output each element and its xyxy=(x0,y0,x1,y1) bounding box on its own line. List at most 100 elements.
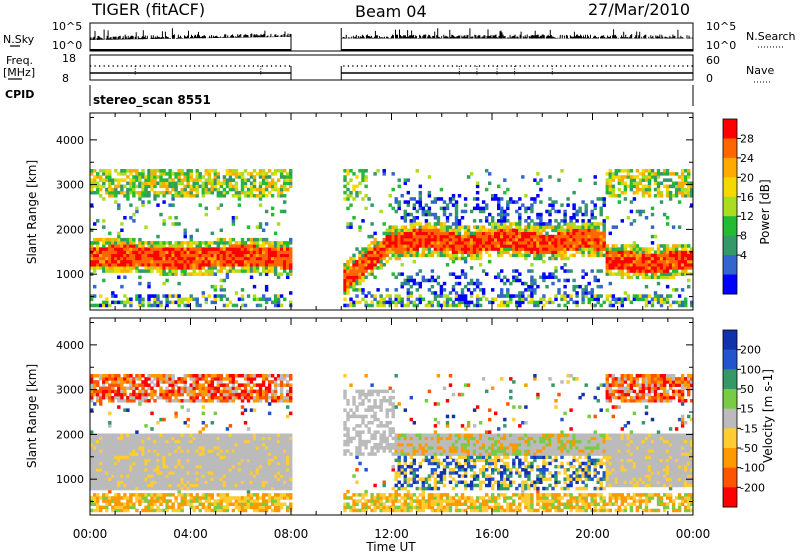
heatmap-cell xyxy=(273,256,278,261)
heatmap-cell xyxy=(560,244,564,248)
heatmap-cell xyxy=(533,291,537,295)
heatmap-cell xyxy=(270,194,275,198)
heatmap-cell xyxy=(575,237,579,242)
heatmap-cell xyxy=(569,228,573,233)
heatmap-cell xyxy=(385,259,389,264)
heatmap-cell xyxy=(626,297,631,302)
heatmap-cell xyxy=(198,461,202,466)
heatmap-cell xyxy=(108,464,112,469)
heatmap-cell xyxy=(394,256,398,261)
heatmap-cell xyxy=(472,197,477,201)
heatmap-cell xyxy=(156,395,160,400)
heatmap-cell xyxy=(475,184,480,189)
heatmap-cell xyxy=(90,483,94,488)
heatmap-cell xyxy=(201,477,206,481)
heatmap-cell xyxy=(225,250,230,255)
heatmap-cell xyxy=(219,250,224,255)
heatmap-cell xyxy=(93,499,97,503)
heatmap-cell xyxy=(608,187,613,192)
heatmap-cell xyxy=(361,197,365,201)
heatmap-cell xyxy=(391,206,395,211)
heatmap-cell xyxy=(219,477,224,481)
heatmap-cell xyxy=(150,184,154,189)
heatmap-cell xyxy=(503,294,507,298)
heatmap-cell xyxy=(376,256,380,261)
heatmap-cell xyxy=(210,383,215,387)
heatmap-cell xyxy=(99,256,103,261)
heatmap-cell xyxy=(93,446,97,450)
heatmap-cell xyxy=(177,194,181,198)
heatmap-cell xyxy=(463,247,468,251)
heatmap-cell xyxy=(174,464,178,469)
heatmap-cell xyxy=(96,505,100,510)
heatmap-cell xyxy=(246,187,251,192)
heatmap-cell xyxy=(560,294,564,298)
heatmap-cell xyxy=(93,253,97,258)
heatmap-cell xyxy=(171,259,175,264)
heatmap-cell xyxy=(415,228,420,233)
heatmap-cell xyxy=(418,253,423,258)
heatmap-cell xyxy=(198,436,202,441)
heatmap-cell xyxy=(192,297,196,302)
heatmap-cell xyxy=(102,439,106,444)
heatmap-cell xyxy=(126,468,130,472)
heatmap-cell xyxy=(361,175,365,179)
heatmap-cell xyxy=(123,483,127,488)
heatmap-cell xyxy=(243,256,248,261)
heatmap-cell xyxy=(687,284,691,289)
heatmap-cell xyxy=(168,499,172,503)
heatmap-cell xyxy=(138,374,142,378)
heatmap-cell xyxy=(261,247,266,251)
heatmap-cell xyxy=(213,458,218,463)
heatmap-cell xyxy=(180,458,184,463)
heatmap-cell xyxy=(530,241,534,245)
heatmap-cell xyxy=(373,263,377,267)
heatmap-cell xyxy=(108,190,112,195)
heatmap-cell xyxy=(114,464,118,469)
heatmap-cell xyxy=(96,449,100,453)
heatmap-cell xyxy=(527,244,531,248)
heatmap-cell xyxy=(270,263,275,267)
heatmap-cell xyxy=(503,219,507,223)
heatmap-cell xyxy=(684,263,688,267)
heatmap-cell xyxy=(114,458,118,463)
heatmap-cell xyxy=(210,266,215,270)
heatmap-cell xyxy=(207,480,212,485)
heatmap-cell xyxy=(189,386,193,391)
heatmap-cell xyxy=(150,455,154,460)
heatmap-cell xyxy=(111,294,115,298)
heatmap-cell xyxy=(138,259,142,264)
heatmap-cell xyxy=(512,200,516,204)
heatmap-cell xyxy=(611,259,616,264)
heatmap-cell xyxy=(123,446,127,450)
heatmap-cell xyxy=(93,442,97,447)
heatmap-cell xyxy=(430,269,435,273)
heatmap-cell xyxy=(99,386,103,391)
heatmap-cell xyxy=(150,187,154,192)
heatmap-cell xyxy=(96,172,100,176)
heatmap-cell xyxy=(102,278,106,283)
heatmap-cell xyxy=(638,297,643,302)
heatmap-cell xyxy=(177,442,181,447)
heatmap-cell xyxy=(204,483,209,488)
heatmap-cell xyxy=(162,486,166,491)
heatmap-cell xyxy=(186,175,190,179)
heatmap-cell xyxy=(665,253,670,258)
velocity-heatmap xyxy=(90,374,693,513)
heatmap-cell xyxy=(605,184,610,189)
heatmap-cell xyxy=(283,181,287,186)
heatmap-cell xyxy=(126,433,130,438)
heatmap-cell xyxy=(343,303,347,308)
heatmap-cell xyxy=(659,266,664,270)
heatmap-cell xyxy=(132,452,136,456)
heatmap-cell xyxy=(590,225,594,229)
heatmap-cell xyxy=(668,259,673,264)
heatmap-cell xyxy=(186,374,190,378)
heatmap-cell xyxy=(503,247,507,251)
heatmap-cell xyxy=(506,225,510,229)
heatmap-cell xyxy=(189,263,193,267)
heatmap-cell xyxy=(557,244,561,248)
heatmap-cell xyxy=(563,284,567,289)
heatmap-cell xyxy=(400,244,404,248)
heatmap-cell xyxy=(114,442,118,447)
